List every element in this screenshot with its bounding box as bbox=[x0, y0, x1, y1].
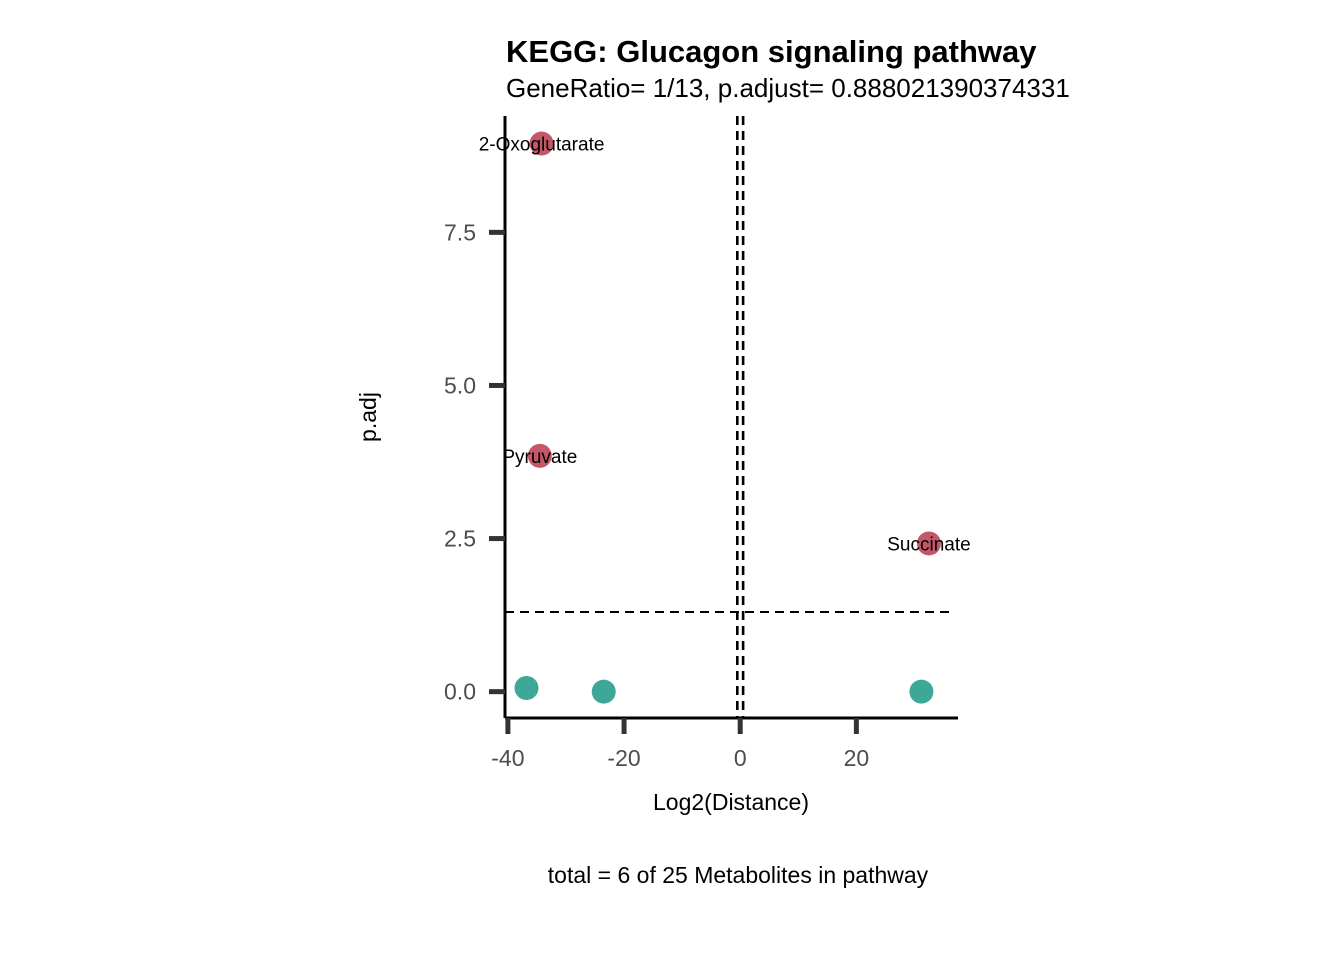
point-labels: 2-Oxoglutarate Pyruvate Succinate bbox=[479, 135, 971, 556]
x-tick-label: 0 bbox=[734, 745, 747, 771]
nonsignificant-point bbox=[514, 675, 539, 700]
point-label: Succinate bbox=[887, 534, 970, 555]
nonsignificant-point bbox=[591, 679, 616, 704]
significant-point bbox=[916, 531, 941, 556]
y-axis-title: p.adj bbox=[355, 392, 381, 442]
y-axis-ticks: 0.0 2.5 5.0 7.5 bbox=[444, 219, 505, 705]
x-tick-label: -40 bbox=[491, 745, 524, 771]
x-axis-title: Log2(Distance) bbox=[653, 789, 809, 815]
significant-point bbox=[527, 443, 552, 468]
nonsignificant-point bbox=[909, 679, 934, 704]
point-label: 2-Oxoglutarate bbox=[479, 135, 605, 156]
point-label: Pyruvate bbox=[502, 447, 577, 468]
reference-lines bbox=[505, 116, 950, 718]
significant-point bbox=[529, 131, 554, 156]
chart-subtitle: GeneRatio= 1/13, p.adjust= 0.88802139037… bbox=[506, 73, 1070, 103]
y-tick-label: 2.5 bbox=[444, 526, 476, 552]
x-tick-label: -20 bbox=[607, 745, 640, 771]
chart-title: KEGG: Glucagon signaling pathway bbox=[506, 34, 1037, 69]
y-tick-label: 7.5 bbox=[444, 219, 476, 245]
y-tick-label: 0.0 bbox=[444, 679, 476, 705]
data-points bbox=[514, 131, 941, 704]
x-tick-label: 20 bbox=[844, 745, 870, 771]
y-tick-label: 5.0 bbox=[444, 372, 476, 398]
x-axis-ticks: -40 -20 0 20 bbox=[491, 718, 869, 771]
chart-caption: total = 6 of 25 Metabolites in pathway bbox=[548, 862, 929, 888]
